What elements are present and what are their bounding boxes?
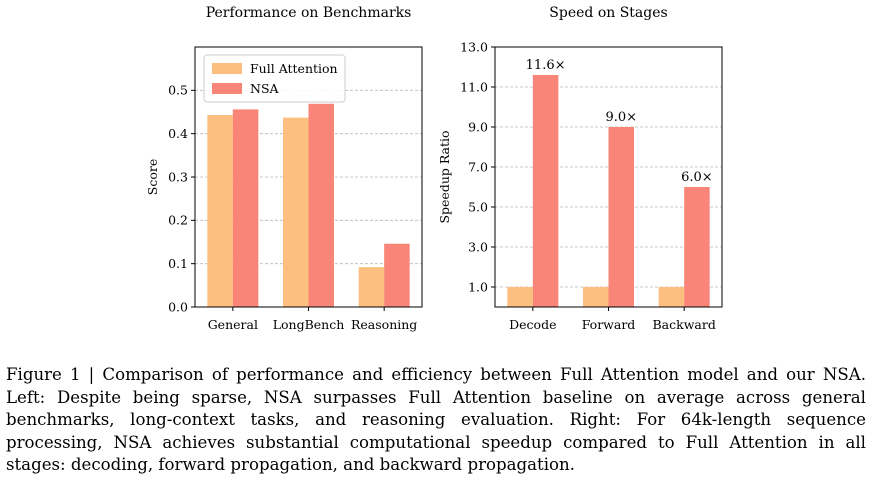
- data-label: 6.0×: [681, 170, 713, 185]
- x-tick-label: Reasoning: [351, 317, 417, 332]
- bar-full-attention-decode: [507, 287, 533, 307]
- x-tick-label: Backward: [652, 317, 715, 332]
- bar-nsa-longbench: [308, 103, 334, 308]
- x-tick-label: Decode: [509, 317, 556, 332]
- y-tick-label: 13.0: [460, 39, 488, 54]
- bar-full-attention-reasoning: [358, 267, 385, 307]
- legend-label: Full Attention: [250, 61, 338, 76]
- y-tick-label: 9.0: [468, 119, 488, 134]
- legend-swatch-full-attention: [212, 63, 242, 74]
- x-tick-label: General: [208, 317, 258, 332]
- y-tick-label: 11.0: [460, 79, 488, 94]
- bar-full-attention-general: [207, 115, 233, 308]
- x-tick-label: Forward: [582, 317, 636, 332]
- data-label: 9.0×: [605, 110, 637, 125]
- bar-nsa-decode: [532, 75, 559, 307]
- y-tick-label: 3.0: [468, 239, 488, 254]
- y-axis-label: Score: [145, 159, 160, 195]
- y-tick-label: 0.2: [168, 213, 188, 228]
- y-tick-label: 0.1: [168, 256, 188, 271]
- x-tick-label: LongBench: [273, 317, 345, 332]
- y-tick-label: 0.3: [168, 169, 188, 184]
- y-tick-label: 0.4: [168, 126, 188, 141]
- bar-nsa-general: [232, 109, 259, 308]
- bar-full-attention-backward: [658, 287, 685, 307]
- chart-title: Performance on Benchmarks: [206, 5, 412, 21]
- y-tick-label: 0.5: [168, 83, 188, 98]
- bar-full-attention-forward: [583, 287, 609, 307]
- chart-speed-stages: 11.6× 9.0× 6.0× 1.0 3.0 5.0 7.0 9.0 11.0 13.0 Deco…: [437, 5, 723, 332]
- chart-title: Speed on Stages: [549, 5, 667, 21]
- legend-swatch-nsa: [212, 83, 242, 94]
- figure-caption-text: Figure 1 | Comparison of performance and…: [6, 365, 866, 474]
- figure-charts: 0.0 0.1 0.2 0.3 0.4 0.5 General LongBench Reason…: [145, 5, 723, 332]
- bar-nsa-backward: [684, 187, 710, 307]
- bar-nsa-reasoning: [384, 243, 410, 307]
- chart-performance-benchmarks: 0.0 0.1 0.2 0.3 0.4 0.5 General LongBench Reason…: [145, 5, 423, 332]
- data-label: 11.6×: [526, 58, 566, 73]
- legend-label: NSA: [250, 81, 280, 96]
- y-tick-label: 0.0: [168, 299, 188, 314]
- y-axis-label: Speedup Ratio: [437, 130, 452, 223]
- y-tick-label: 5.0: [468, 199, 488, 214]
- y-tick-label: 7.0: [468, 159, 488, 174]
- bar-full-attention-longbench: [283, 117, 309, 307]
- bar-nsa-forward: [608, 127, 634, 307]
- figure-caption: Figure 1 | Comparison of performance and…: [6, 364, 866, 477]
- y-tick-label: 1.0: [468, 279, 488, 294]
- legend: Full Attention NSA: [203, 54, 346, 103]
